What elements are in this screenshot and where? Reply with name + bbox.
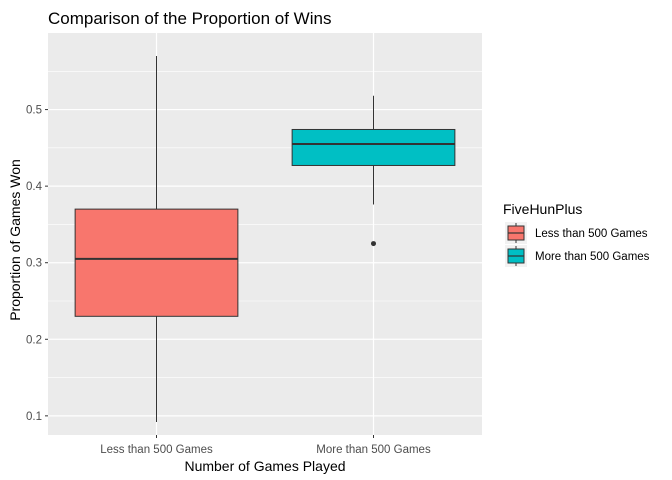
box-2 — [291, 95, 456, 247]
legend-item-1: Less than 500 Games — [505, 222, 648, 244]
box-1 — [74, 55, 239, 422]
x-axis-title: Number of Games Played — [184, 458, 345, 474]
y-tick-label: 0.5 — [26, 105, 42, 117]
box-iqr — [74, 208, 239, 317]
legend-title: FiveHunPlus — [503, 201, 582, 217]
plot-panel — [48, 33, 482, 435]
x-tick-label: More than 500 Games — [316, 444, 431, 456]
y-tick-label: 0.3 — [26, 258, 42, 270]
y-tick-label: 0.2 — [26, 334, 42, 346]
legend-label: More than 500 Games — [535, 251, 650, 263]
box-iqr — [291, 128, 456, 166]
x-tick-label: Less than 500 Games — [100, 444, 213, 456]
y-tick-label: 0.1 — [26, 411, 42, 423]
legend-item-2: More than 500 Games — [505, 245, 650, 267]
y-axis-title: Proportion of Games Won — [7, 159, 23, 321]
y-axis: 0.1 0.2 0.3 0.4 0.5 — [26, 105, 48, 423]
chart-title: Comparison of the Proportion of Wins — [48, 9, 331, 28]
outlier-point — [371, 241, 376, 247]
y-tick-label: 0.4 — [26, 181, 43, 193]
legend-label: Less than 500 Games — [535, 228, 648, 240]
x-axis: Less than 500 Games More than 500 Games — [100, 435, 431, 456]
legend: FiveHunPlus Less than 500 Games More than… — [503, 201, 650, 267]
